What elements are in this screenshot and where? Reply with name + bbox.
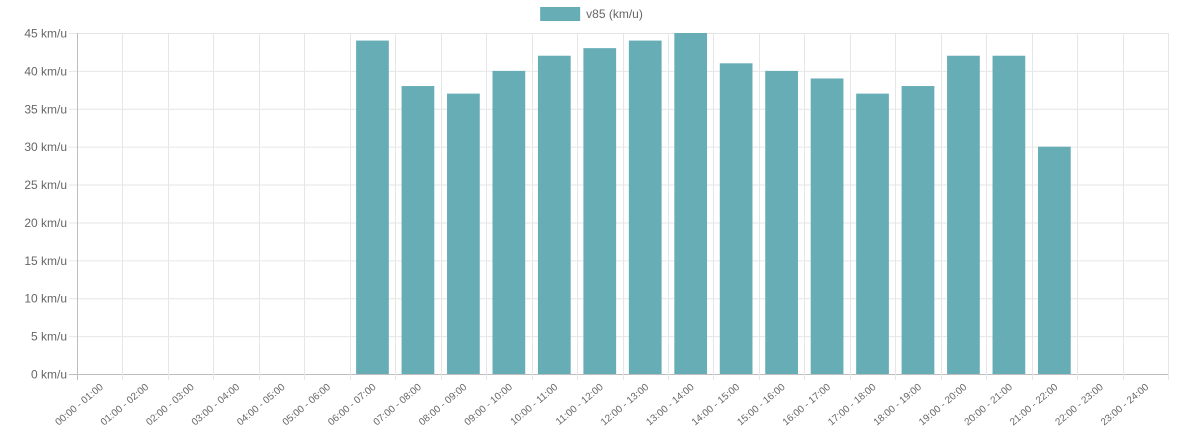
x-tick-label: 08:00 - 09:00 [417, 382, 470, 429]
x-tick-label: 16:00 - 17:00 [781, 382, 834, 429]
y-axis-ticks: 0 km/u 5 km/u 10 km/u 15 km/u 20 km/u 25 km/u… [24, 27, 67, 382]
bar[interactable] [765, 70, 798, 374]
x-tick-label: 09:00 - 10:00 [463, 382, 516, 429]
bar[interactable] [628, 40, 662, 374]
y-tick-label: 30 km/u [24, 140, 67, 154]
x-tick-label: 10:00 - 11:00 [509, 382, 561, 428]
x-tick-label: 07:00 - 08:00 [372, 382, 425, 429]
bar[interactable] [583, 48, 617, 374]
grid-lines [69, 33, 1169, 380]
x-tick-label: 01:00 - 02:00 [99, 382, 152, 429]
x-tick-label: 12:00 - 13:00 [599, 382, 652, 429]
x-tick-label: 05:00 - 06:00 [281, 382, 334, 429]
y-tick-label: 10 km/u [24, 292, 67, 306]
y-tick-label: 35 km/u [24, 102, 67, 116]
legend-swatch[interactable] [540, 7, 581, 21]
x-tick-label: 00:00 - 01:00 [53, 382, 106, 429]
bar[interactable] [674, 33, 708, 374]
x-tick-label: 22:00 - 23:00 [1054, 382, 1107, 429]
bar[interactable] [537, 55, 571, 374]
y-tick-label: 15 km/u [24, 254, 67, 268]
x-tick-label: 04:00 - 05:00 [235, 382, 288, 429]
legend-label[interactable]: v85 (km/u) [586, 7, 643, 21]
bar[interactable] [901, 86, 935, 374]
x-tick-label: 14:00 - 15:00 [690, 382, 743, 429]
x-tick-label: 13:00 - 14:00 [644, 382, 697, 429]
x-tick-label: 21:00 - 22:00 [1008, 382, 1061, 429]
x-tick-label: 23:00 - 24:00 [1099, 382, 1152, 429]
x-tick-label: 15:00 - 16:00 [735, 382, 788, 429]
x-tick-label: 06:00 - 07:00 [326, 382, 379, 429]
bar[interactable] [947, 55, 980, 374]
legend[interactable]: v85 (km/u) [540, 7, 643, 21]
bar[interactable] [447, 93, 480, 375]
y-tick-label: 45 km/u [24, 27, 67, 41]
x-tick-label: 20:00 - 21:00 [963, 382, 1016, 429]
bar[interactable] [810, 78, 844, 374]
x-tick-label: 02:00 - 03:00 [144, 382, 197, 429]
bar[interactable] [856, 93, 889, 375]
x-tick-label: 03:00 - 04:00 [190, 382, 243, 429]
bars [356, 33, 1071, 375]
y-tick-label: 5 km/u [31, 330, 67, 344]
y-tick-label: 25 km/u [24, 178, 67, 192]
y-tick-label: 40 km/u [24, 64, 67, 78]
x-tick-label: 17:00 - 18:00 [826, 382, 879, 429]
bar[interactable] [719, 63, 753, 375]
y-tick-label: 20 km/u [24, 216, 67, 230]
x-tick-label: 18:00 - 19:00 [872, 382, 925, 429]
bar[interactable] [401, 86, 435, 374]
x-tick-label: 19:00 - 20:00 [917, 382, 970, 429]
bar[interactable] [992, 55, 1026, 374]
bar[interactable] [356, 40, 389, 374]
bar[interactable] [1037, 146, 1071, 374]
x-tick-label: 11:00 - 12:00 [554, 382, 606, 428]
y-tick-label: 0 km/u [31, 368, 67, 382]
bar[interactable] [492, 70, 526, 374]
